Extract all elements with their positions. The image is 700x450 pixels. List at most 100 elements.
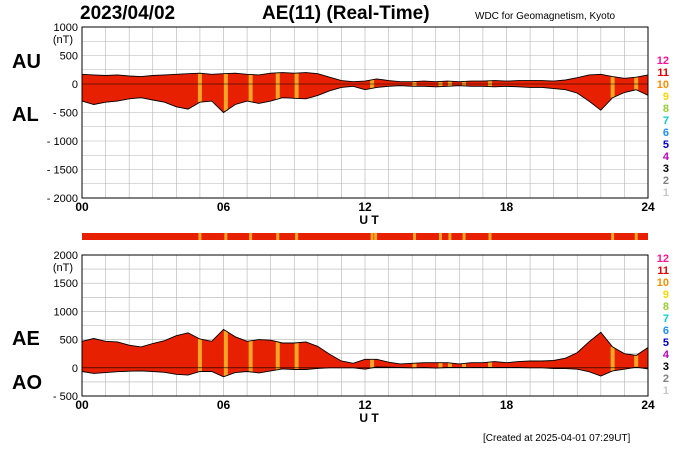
status-bar-highlight: [249, 233, 253, 240]
status-bar-highlight: [438, 233, 442, 240]
legend-entry: 5: [663, 139, 669, 151]
x-tick-label: 00: [75, 200, 89, 214]
legend-entry: 10: [657, 277, 669, 289]
y-tick-label: 500: [60, 51, 78, 63]
legend-entry: 5: [663, 337, 669, 349]
legend-entry: 9: [663, 91, 669, 103]
status-bar-highlight: [370, 233, 374, 240]
x-tick-label: 24: [641, 200, 655, 214]
highlight-stripe: [610, 346, 615, 371]
status-bar-highlight: [413, 233, 417, 240]
legend-entry: 7: [663, 313, 669, 325]
highlight-stripe: [447, 362, 452, 368]
y-unit-label: (nT): [53, 34, 73, 46]
status-bar-highlight: [634, 233, 638, 240]
legend-entry: 6: [663, 325, 669, 337]
label-ae: AE: [12, 328, 40, 350]
y-tick-label: 2000: [54, 250, 78, 262]
status-bar-highlight: [462, 233, 466, 240]
legend-entry: 3: [663, 163, 669, 175]
status-bar-highlight: [295, 233, 299, 240]
y-unit-label: (nT): [53, 262, 73, 274]
legend-entry: 12: [657, 253, 669, 265]
series-line-au: [81, 72, 649, 83]
y-tick-label: 0: [72, 363, 78, 375]
x-tick-label: 18: [500, 200, 514, 214]
legend-entry: 9: [663, 289, 669, 301]
x-tick-label: 12: [358, 200, 372, 214]
highlight-stripe: [223, 73, 228, 111]
x-tick-label: 06: [217, 200, 231, 214]
highlight-stripe: [197, 73, 202, 103]
y-tick-label: 1000: [54, 22, 78, 34]
legend-entry: 1: [663, 385, 669, 397]
legend-entry: 12: [657, 55, 669, 67]
highlight-stripe: [610, 76, 615, 98]
x-tick-label: 06: [217, 398, 231, 412]
y-tick-label: 0: [72, 79, 78, 91]
status-bar: [82, 233, 648, 240]
status-bar-highlight: [611, 233, 615, 240]
status-bar-highlight: [448, 233, 452, 240]
legend-entry: 2: [663, 175, 669, 187]
highlight-stripe: [634, 77, 639, 90]
legend-entry: 8: [663, 301, 669, 313]
band-fill: [82, 72, 648, 113]
legend-entry: 3: [663, 361, 669, 373]
plot-frame: [81, 254, 649, 397]
title-index: AE(11) (Real-Time): [262, 3, 430, 24]
legend-entry: 2: [663, 373, 669, 385]
highlight-stripe: [275, 72, 280, 100]
status-bar-highlight: [198, 233, 202, 240]
status-bar-highlight: [374, 233, 378, 240]
label-al: AL: [12, 104, 39, 126]
x-tick-label: 24: [641, 398, 655, 412]
legend-entry: 7: [663, 115, 669, 127]
x-axis-title: U T: [359, 411, 379, 425]
highlight-stripe: [248, 74, 253, 102]
series-line-ae: [81, 328, 649, 365]
status-bar-highlight: [276, 233, 280, 240]
x-tick-label: 18: [500, 398, 514, 412]
y-tick-label: - 500: [53, 391, 78, 403]
status-bar-highlight: [224, 233, 228, 240]
highlight-stripe: [462, 363, 467, 368]
credit-text: WDC for Geomagnetism, Kyoto: [475, 11, 616, 22]
x-axis-title: U T: [359, 213, 379, 227]
y-tick-label: - 1500: [47, 165, 78, 177]
panel-2: [81, 254, 649, 397]
highlight-stripe: [487, 362, 492, 368]
highlight-stripe: [438, 362, 443, 368]
highlight-stripe: [294, 73, 299, 99]
legend-entry: 11: [657, 67, 669, 79]
title-date: 2023/04/02: [80, 3, 176, 24]
created-timestamp: [Created at 2025-04-01 07:29UT]: [483, 433, 631, 444]
highlight-stripe: [370, 359, 375, 368]
x-tick-label: 12: [358, 398, 372, 412]
series-line-ao: [81, 366, 649, 378]
panel-1: [81, 26, 649, 199]
highlight-stripe: [197, 339, 202, 372]
label-au: AU: [12, 51, 41, 73]
legend-entry: 8: [663, 103, 669, 115]
y-tick-label: 500: [60, 335, 78, 347]
series-line-al: [81, 85, 649, 114]
highlight-stripe: [275, 341, 280, 370]
legend-entry: 4: [663, 349, 670, 361]
highlight-stripe: [634, 355, 639, 368]
legend-entry: 11: [657, 265, 669, 277]
y-tick-label: - 1000: [47, 136, 78, 148]
highlight-stripe: [294, 342, 299, 370]
legend-entry: 4: [663, 151, 670, 163]
y-tick-label: 1000: [54, 306, 78, 318]
x-tick-label: 00: [75, 398, 89, 412]
highlight-stripe: [412, 363, 417, 368]
legend-entry: 1: [663, 187, 669, 199]
band-fill: [82, 329, 648, 377]
status-bar-highlight: [488, 233, 492, 240]
highlight-stripe: [223, 330, 228, 376]
plot-frame: [81, 26, 649, 199]
y-tick-label: - 2000: [47, 193, 78, 205]
highlight-stripe: [248, 340, 253, 372]
